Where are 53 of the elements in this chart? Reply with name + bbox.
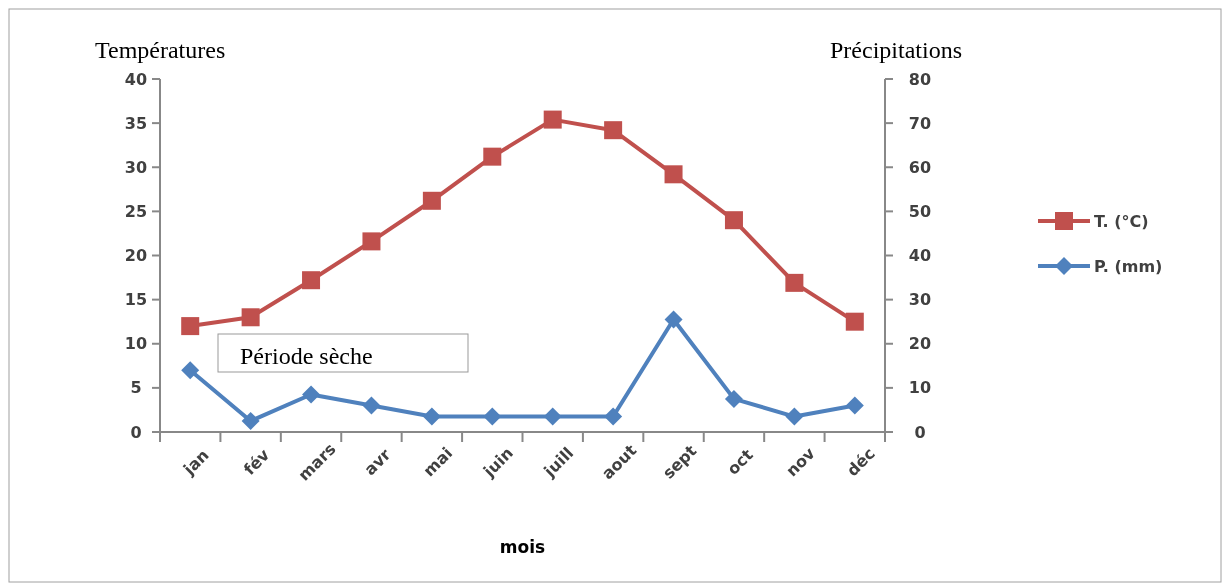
point <box>543 407 562 426</box>
point <box>724 389 743 408</box>
y-tick-label: 35 <box>124 113 148 133</box>
y-tick-label: 20 <box>124 246 148 265</box>
x-tick-label: avr <box>360 444 395 480</box>
legend-label: T. (°C) <box>1094 211 1149 231</box>
point <box>604 121 623 140</box>
point <box>483 407 502 426</box>
point <box>422 407 441 426</box>
y2-tick-label: 80 <box>908 69 932 89</box>
point <box>241 308 260 327</box>
y2-tick-label: 30 <box>908 290 932 310</box>
point <box>362 232 381 251</box>
y2-tick-label: 50 <box>908 201 932 221</box>
y2-axis-title: Précipitations <box>830 37 962 63</box>
x-tick-label: fév <box>239 444 274 479</box>
y2-tick-label: 10 <box>908 378 932 398</box>
point <box>543 110 562 129</box>
y-tick-label: 5 <box>130 378 142 398</box>
point <box>664 165 683 184</box>
point <box>724 211 743 230</box>
point <box>845 396 864 415</box>
y-tick-label: 10 <box>124 334 148 354</box>
point <box>422 191 441 210</box>
y2-tick-label: 60 <box>908 157 932 177</box>
y2-tick-label: 70 <box>908 113 932 133</box>
point <box>845 312 864 331</box>
point <box>302 271 321 290</box>
point <box>604 407 623 426</box>
y-tick-label: 15 <box>124 290 148 310</box>
point <box>785 273 804 292</box>
point <box>302 385 321 404</box>
point <box>664 310 683 329</box>
annotation: Période sèche <box>240 343 373 369</box>
y-tick-label: 0 <box>130 422 142 442</box>
x-tick-label: déc <box>842 444 879 480</box>
y2-tick-label: 20 <box>908 334 932 354</box>
y-tick-label: 40 <box>124 69 148 89</box>
point <box>181 361 200 380</box>
y-tick-label: 25 <box>124 201 148 221</box>
x-axis-title: mois <box>499 537 546 557</box>
y2-tick-label: 0 <box>914 422 926 442</box>
y2-tick-label: 40 <box>908 246 932 265</box>
x-tick-label: oct <box>723 445 757 479</box>
legend-label: P. (mm) <box>1094 256 1163 276</box>
point <box>241 411 260 430</box>
x-tick-label: jan <box>179 445 213 480</box>
point <box>181 317 200 336</box>
y-tick-label: 30 <box>124 157 148 177</box>
point <box>483 147 502 166</box>
point <box>785 407 804 426</box>
y-axis-title: Températures <box>95 37 226 63</box>
point <box>362 396 381 415</box>
